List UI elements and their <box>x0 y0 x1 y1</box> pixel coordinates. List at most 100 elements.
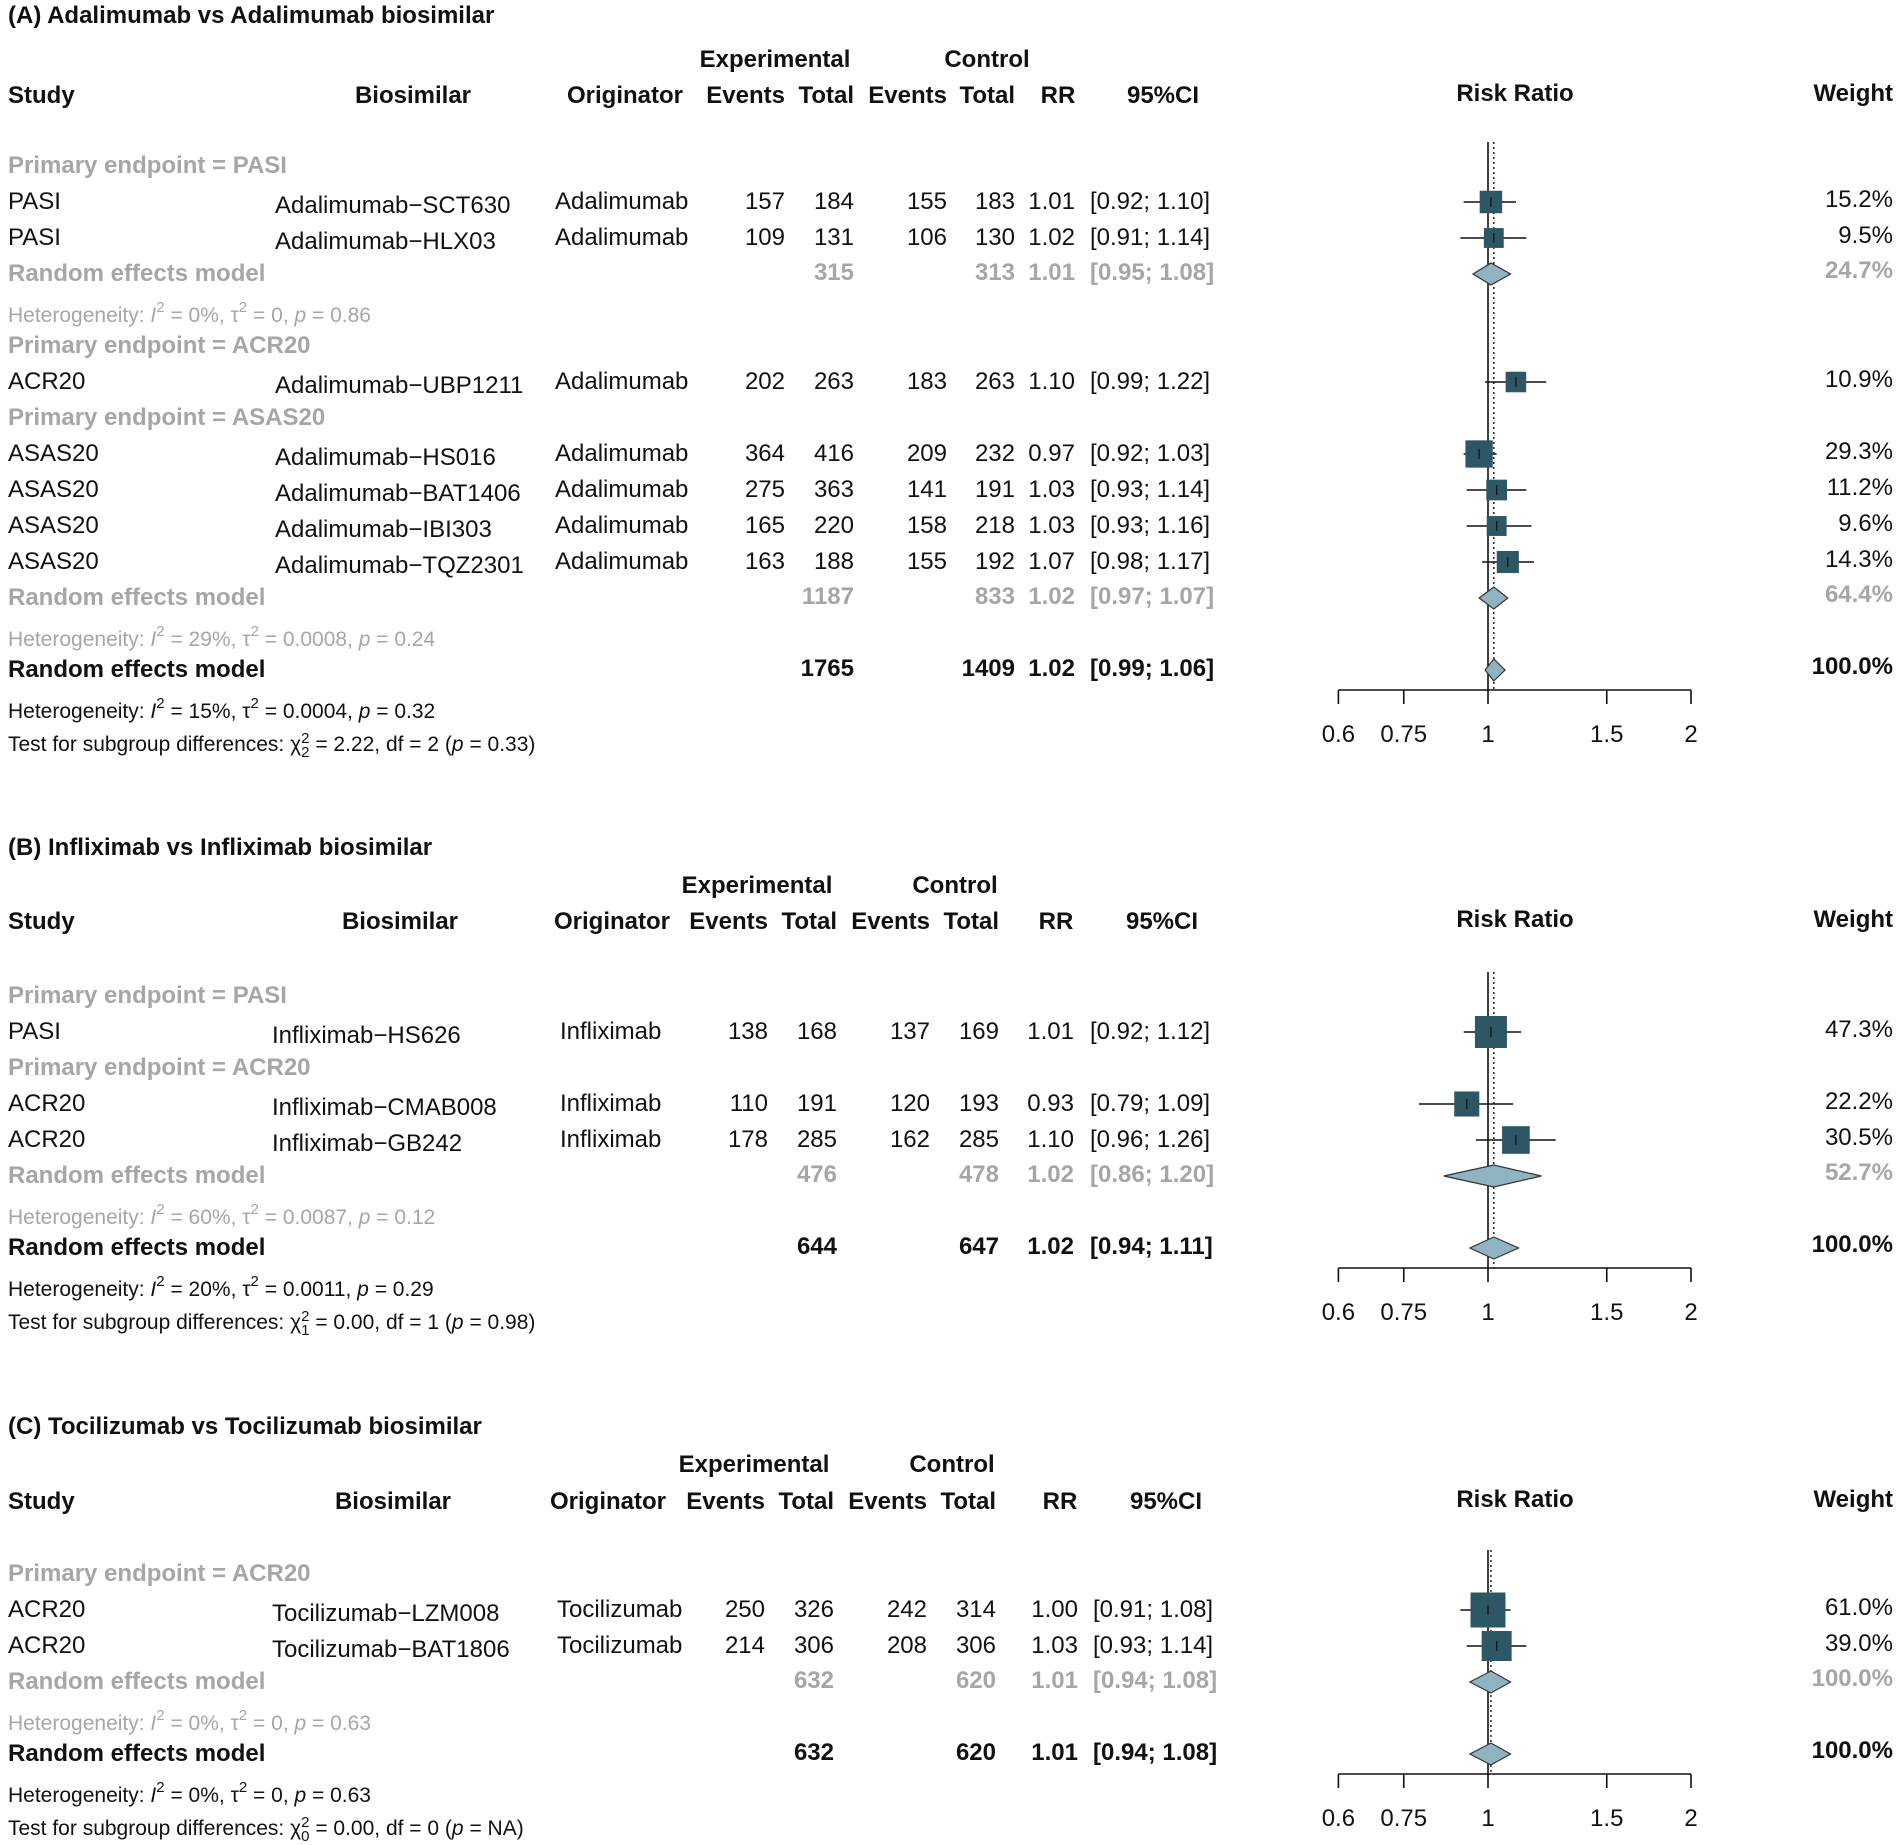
study-weight: 29.3% <box>1824 438 1893 465</box>
subgroup-model-label: Random effects model <box>8 1668 266 1695</box>
ctrl-events: 141 <box>906 476 947 503</box>
header-weight: Weight <box>1813 80 1893 107</box>
study-name: ASAS20 <box>8 512 99 539</box>
panel-title: (A) Adalimumab vs Adalimumab biosimilar <box>8 2 495 29</box>
ctrl-total: 183 <box>974 188 1015 215</box>
exp-total: 363 <box>813 476 854 503</box>
confidence-interval: [0.96; 1.26] <box>1090 1126 1211 1153</box>
originator-name: Adalimumab <box>555 188 689 215</box>
x-axis-tick-label: 0.6 <box>1322 1805 1355 1832</box>
risk-ratio-value: 1.01 <box>1027 1018 1074 1045</box>
exp-total: 168 <box>796 1018 837 1045</box>
exp-events: 110 <box>729 1090 768 1117</box>
x-axis-tick-label: 1.5 <box>1590 1299 1623 1326</box>
x-axis-tick-label: 1.5 <box>1590 1805 1623 1832</box>
header-risk-ratio: Risk Ratio <box>1456 906 1574 933</box>
study-weight: 47.3% <box>1824 1016 1893 1043</box>
panel-title: (C) Tocilizumab vs Tocilizumab biosimila… <box>8 1413 482 1440</box>
model-confidence-interval: [0.95; 1.08] <box>1090 259 1215 286</box>
overall-heterogeneity: Heterogeneity: I2 = 15%, τ2 = 0.0004, p … <box>8 695 436 723</box>
biosimilar-name: Infliximab−HS626 <box>272 1022 461 1049</box>
header-biosimilar: Biosimilar <box>334 1488 452 1515</box>
risk-ratio-value: 1.01 <box>1028 188 1075 215</box>
panel-title: (B) Infliximab vs Infliximab biosimilar <box>8 834 433 861</box>
header-ci: 95%CI <box>1125 908 1199 935</box>
ctrl-total: 306 <box>955 1632 996 1659</box>
model-weight: 100.0% <box>1811 1665 1893 1692</box>
model-risk-ratio: 1.02 <box>1028 583 1075 610</box>
header-study: Study <box>8 1488 75 1515</box>
header-rr: RR <box>1042 1488 1078 1515</box>
confidence-interval: [0.92; 1.12] <box>1090 1018 1211 1045</box>
study-name: ACR20 <box>8 1126 86 1153</box>
subgroup-heterogeneity: Heterogeneity: I2 = 60%, τ2 = 0.0087, p … <box>8 1201 436 1229</box>
ctrl-events: 242 <box>886 1596 927 1623</box>
exp-total: 188 <box>813 548 854 575</box>
header-experimental: Experimental <box>699 46 851 73</box>
confidence-interval: [0.92; 1.03] <box>1090 440 1211 467</box>
originator-name: Adalimumab <box>555 224 689 251</box>
study-weight: 39.0% <box>1824 1630 1893 1657</box>
study-name: PASI <box>8 224 61 251</box>
header-ci: 95%CI <box>1129 1488 1203 1515</box>
overall-heterogeneity: Heterogeneity: I2 = 0%, τ2 = 0, p = 0.63 <box>8 1779 371 1807</box>
ctrl-total: 130 <box>974 224 1015 251</box>
confidence-interval: [0.91; 1.08] <box>1093 1596 1214 1623</box>
header-biosimilar: Biosimilar <box>354 82 472 109</box>
subgroup-effect-diamond <box>1478 586 1509 610</box>
header-weight: Weight <box>1813 906 1893 933</box>
model-risk-ratio: 1.01 <box>1031 1667 1078 1694</box>
biosimilar-name: Adalimumab−HS016 <box>275 444 496 471</box>
subgroup-effect-diamond <box>1468 1670 1512 1694</box>
exp-total: 191 <box>796 1090 837 1117</box>
exp-total: 220 <box>813 512 854 539</box>
model-exp-total: 1187 <box>801 583 854 610</box>
biosimilar-name: Adalimumab−HLX03 <box>275 228 496 255</box>
header-ctrl-total: Total <box>940 1488 996 1515</box>
model-risk-ratio: 1.02 <box>1027 1233 1074 1260</box>
confidence-interval: [0.93; 1.14] <box>1090 476 1211 503</box>
subgroup-effect-diamond <box>1471 262 1512 286</box>
model-risk-ratio: 1.01 <box>1031 1739 1078 1766</box>
overall-heterogeneity: Heterogeneity: I2 = 20%, τ2 = 0.0011, p … <box>8 1273 434 1301</box>
x-axis-tick-label: 1 <box>1481 721 1494 748</box>
ctrl-total: 285 <box>958 1126 999 1153</box>
risk-ratio-value: 1.03 <box>1028 512 1075 539</box>
study-name: ASAS20 <box>8 548 99 575</box>
header-originator: Originator <box>553 908 671 935</box>
subgroup-model-label: Random effects model <box>8 584 266 611</box>
study-weight: 9.6% <box>1838 510 1893 537</box>
exp-events: 157 <box>744 188 785 215</box>
header-risk-ratio: Risk Ratio <box>1456 80 1574 107</box>
header-exp-events: Events <box>686 1488 765 1515</box>
model-ctrl-total: 833 <box>974 583 1015 610</box>
originator-name: Adalimumab <box>555 476 689 503</box>
ctrl-events: 155 <box>906 188 947 215</box>
header-control: Control <box>909 1451 995 1478</box>
subgroup-label: Primary endpoint = ACR20 <box>8 1054 311 1081</box>
model-confidence-interval: [0.94; 1.08] <box>1093 1667 1218 1694</box>
risk-ratio-value: 1.03 <box>1028 476 1075 503</box>
biosimilar-name: Adalimumab−UBP1211 <box>275 372 524 399</box>
exp-events: 138 <box>727 1018 768 1045</box>
x-axis-tick-label: 0.75 <box>1380 1299 1427 1326</box>
header-rr: RR <box>1038 908 1074 935</box>
model-ctrl-total: 1409 <box>961 655 1015 682</box>
subgroup-label: Primary endpoint = ASAS20 <box>8 404 326 431</box>
biosimilar-name: Infliximab−GB242 <box>272 1130 463 1157</box>
header-exp-total: Total <box>798 82 854 109</box>
exp-events: 214 <box>724 1632 765 1659</box>
x-axis-tick-label: 1 <box>1481 1299 1494 1326</box>
originator-name: Adalimumab <box>555 548 689 575</box>
confidence-interval: [0.99; 1.22] <box>1090 368 1211 395</box>
exp-total: 285 <box>796 1126 837 1153</box>
header-control: Control <box>912 872 998 899</box>
study-weight: 30.5% <box>1824 1124 1893 1151</box>
biosimilar-name: Adalimumab−BAT1406 <box>275 480 521 507</box>
header-risk-ratio: Risk Ratio <box>1456 1486 1574 1513</box>
confidence-interval: [0.91; 1.14] <box>1090 224 1211 251</box>
header-ctrl-events: Events <box>848 1488 927 1515</box>
